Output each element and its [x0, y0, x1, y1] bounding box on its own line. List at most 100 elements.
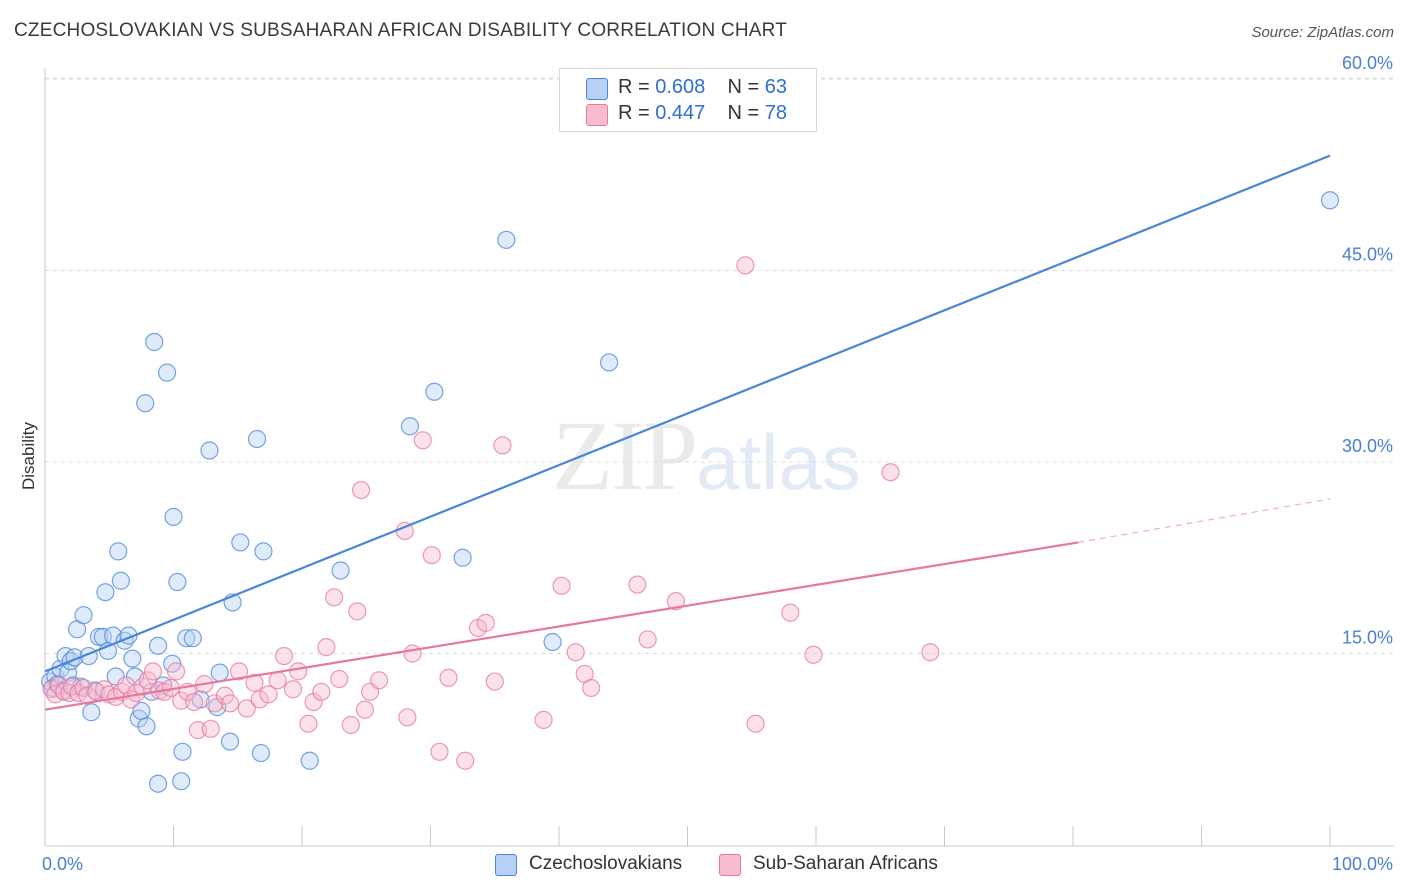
correlation-legend: R = 0.608 N = 63 R = 0.447 N = 78 — [559, 68, 817, 132]
chart-title: CZECHOSLOVAKIAN VS SUBSAHARAN AFRICAN DI… — [14, 20, 788, 41]
data-point — [157, 363, 177, 382]
legend-label: Sub-Saharan Africans — [753, 853, 938, 874]
data-point — [145, 332, 164, 352]
data-point — [111, 571, 130, 590]
trend-lines — [44, 154, 1331, 711]
data-point — [628, 575, 647, 594]
legend-n-value: 78 — [764, 102, 788, 124]
data-point — [168, 572, 187, 592]
data-point — [137, 717, 156, 736]
data-point — [172, 772, 191, 791]
grid-lines — [45, 77, 1394, 654]
y-tick-label: 30.0% — [1342, 436, 1393, 456]
data-point — [166, 662, 186, 681]
data-point — [304, 692, 323, 712]
data-point — [210, 663, 229, 682]
data-point — [89, 627, 109, 647]
legend-n-label: N = — [727, 76, 765, 98]
data-point — [205, 694, 224, 713]
tick-labels: 15.0% 30.0% 45.0% 60.0% 0.0% 100.0% — [42, 53, 1393, 874]
data-point — [259, 685, 278, 704]
data-point — [341, 715, 360, 735]
data-point — [331, 561, 350, 580]
data-point — [231, 533, 250, 552]
data-point — [183, 629, 202, 648]
legend-swatch-pink — [719, 854, 741, 876]
data-point — [229, 662, 249, 681]
data-point — [881, 463, 900, 482]
data-point — [201, 719, 220, 738]
data-point — [173, 742, 192, 761]
legend-r-value: 0.447 — [655, 102, 706, 124]
y-axis-title: Disability — [19, 421, 38, 490]
legend-r-label: R = — [618, 76, 656, 98]
data-point — [425, 382, 444, 401]
trend-line — [44, 541, 1079, 711]
data-point — [456, 751, 475, 770]
x-tick-label: 100.0% — [1332, 854, 1393, 874]
data-point — [330, 669, 349, 689]
data-point — [638, 630, 657, 649]
data-point — [109, 542, 128, 561]
data-point — [96, 583, 115, 602]
data-point — [400, 417, 420, 436]
data-point — [497, 230, 516, 249]
y-tick-label: 15.0% — [1342, 628, 1393, 648]
data-point — [250, 690, 269, 709]
data-point — [200, 441, 219, 460]
data-point — [403, 644, 422, 663]
data-point — [78, 686, 97, 705]
data-point — [136, 394, 155, 413]
data-point — [177, 629, 196, 648]
data-point — [552, 576, 571, 595]
data-point — [921, 643, 940, 662]
axes — [44, 68, 1394, 847]
data-point — [543, 632, 562, 652]
data-point — [268, 671, 287, 690]
data-point — [566, 643, 585, 662]
y-tick-label: 45.0% — [1342, 245, 1393, 265]
legend-r-value: 0.608 — [655, 76, 706, 98]
data-point — [325, 588, 344, 607]
data-point — [164, 507, 183, 526]
watermark-atlas: atlas — [696, 418, 861, 506]
data-point — [370, 671, 389, 690]
data-point — [804, 645, 823, 664]
data-point — [184, 692, 204, 712]
data-point — [493, 436, 512, 455]
data-point — [283, 680, 303, 699]
data-point — [1320, 191, 1340, 210]
data-point — [289, 662, 308, 681]
legend-n-label: N = — [727, 102, 765, 124]
data-point — [220, 732, 240, 751]
trend-line — [44, 154, 1331, 673]
data-point — [123, 649, 142, 668]
data-point — [534, 710, 553, 729]
legend-n-value: 63 — [764, 76, 788, 98]
data-point — [453, 548, 472, 567]
legend-swatch-blue — [586, 78, 608, 100]
data-point — [485, 672, 504, 691]
data-point — [476, 613, 495, 632]
data-point — [600, 353, 619, 372]
data-point — [237, 699, 256, 718]
data-point — [430, 742, 449, 761]
data-point — [355, 700, 375, 719]
data-point — [398, 708, 417, 727]
data-point — [220, 694, 240, 713]
legend-label: Czechoslovakians — [529, 853, 683, 874]
data-point — [138, 671, 157, 690]
data-point — [254, 542, 273, 561]
data-point — [413, 431, 432, 450]
series-sub-saharan-africans — [42, 256, 940, 770]
data-point — [746, 714, 765, 733]
data-point — [781, 603, 800, 622]
data-point — [74, 606, 93, 625]
data-point — [245, 673, 264, 692]
data-point — [736, 256, 755, 275]
data-point — [348, 602, 367, 621]
data-point — [582, 678, 601, 698]
data-point — [422, 546, 441, 565]
data-point — [148, 774, 168, 793]
